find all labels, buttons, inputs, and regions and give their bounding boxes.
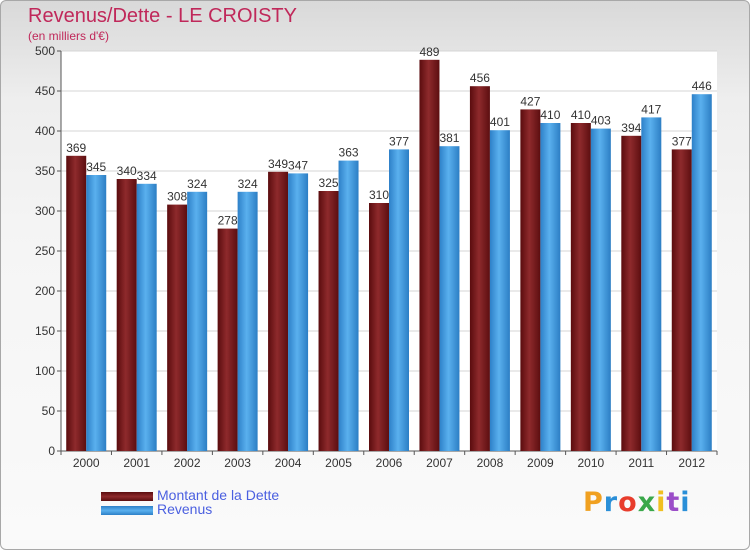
x-tick-label: 2001 xyxy=(123,456,150,470)
y-tick-label: 50 xyxy=(42,404,56,418)
data-label-revenus: 363 xyxy=(339,146,359,160)
legend-label-revenus: Revenus xyxy=(157,501,213,517)
bar-dette xyxy=(570,123,591,451)
chart-title: Revenus/Dette - LE CROISTY xyxy=(28,5,297,27)
data-label-revenus: 377 xyxy=(389,134,409,148)
y-tick-label: 400 xyxy=(35,124,55,138)
y-tick-label: 450 xyxy=(35,84,55,98)
bar-revenus xyxy=(187,191,208,452)
bar-dette xyxy=(469,86,490,451)
data-label-dette: 349 xyxy=(268,157,288,171)
bar-dette xyxy=(671,149,692,451)
y-tick-label: 0 xyxy=(48,444,55,458)
y-tick-label: 250 xyxy=(35,244,55,258)
data-label-revenus: 417 xyxy=(641,102,661,116)
x-tick-label: 2002 xyxy=(174,456,201,470)
proxiti-logo: Proxiti xyxy=(583,487,691,518)
data-label-revenus: 403 xyxy=(591,114,611,128)
data-label-dette: 308 xyxy=(167,190,187,204)
bar-revenus xyxy=(489,130,510,451)
y-tick-label: 350 xyxy=(35,164,55,178)
data-label-dette: 310 xyxy=(369,188,389,202)
data-label-revenus: 410 xyxy=(540,108,560,122)
data-label-revenus: 345 xyxy=(86,160,106,174)
x-tick-label: 2005 xyxy=(325,456,352,470)
data-label-revenus: 401 xyxy=(490,115,510,129)
x-tick-label: 2006 xyxy=(376,456,403,470)
bar-revenus xyxy=(540,123,561,451)
data-label-dette: 489 xyxy=(419,45,439,59)
data-label-revenus: 446 xyxy=(692,79,712,93)
y-tick-label: 300 xyxy=(35,204,55,218)
y-tick-label: 100 xyxy=(35,364,55,378)
data-label-revenus: 324 xyxy=(238,177,258,191)
bar-revenus xyxy=(136,183,157,452)
bar-dette xyxy=(167,204,188,451)
legend-label-dette: Montant de la Dette xyxy=(157,487,280,503)
bar-revenus xyxy=(288,173,309,451)
y-tick-label: 500 xyxy=(35,44,55,58)
logo-letter: i xyxy=(680,487,691,518)
bar-dette xyxy=(419,59,440,452)
x-tick-label: 2008 xyxy=(477,456,504,470)
bar-dette xyxy=(217,228,238,451)
logo-letter: i xyxy=(656,487,667,518)
data-label-dette: 394 xyxy=(621,121,641,135)
data-label-revenus: 347 xyxy=(288,158,308,172)
data-label-revenus: 324 xyxy=(187,177,207,191)
logo-letter: x xyxy=(637,487,657,518)
bar-revenus xyxy=(338,160,359,451)
data-label-dette: 410 xyxy=(571,108,591,122)
y-tick-label: 150 xyxy=(35,324,55,338)
data-label-revenus: 381 xyxy=(439,131,459,145)
chart-subtitle: (en milliers d'€) xyxy=(28,29,109,43)
x-tick-label: 2012 xyxy=(678,456,705,470)
bar-dette xyxy=(520,109,541,452)
x-tick-label: 2003 xyxy=(224,456,251,470)
bar-dette xyxy=(369,203,389,451)
x-tick-label: 2009 xyxy=(527,456,554,470)
bar-dette xyxy=(621,135,642,452)
bar-revenus xyxy=(439,146,460,451)
bar-revenus xyxy=(86,175,107,451)
bar-dette xyxy=(116,179,137,451)
x-tick-label: 2007 xyxy=(426,456,453,470)
logo-letter: o xyxy=(618,487,638,518)
data-label-dette: 369 xyxy=(66,141,86,155)
logo-letter: r xyxy=(603,487,619,518)
bar-revenus xyxy=(691,94,712,451)
logo-letter: P xyxy=(583,487,604,518)
logo-letter: t xyxy=(666,487,681,518)
bar-dette xyxy=(66,155,87,452)
bar-revenus xyxy=(389,149,409,451)
data-label-dette: 325 xyxy=(319,176,339,190)
x-tick-label: 2004 xyxy=(275,456,302,470)
data-label-dette: 377 xyxy=(672,134,692,148)
data-label-dette: 456 xyxy=(470,71,490,85)
y-tick-label: 200 xyxy=(35,284,55,298)
bar-revenus xyxy=(590,128,611,451)
data-label-dette: 278 xyxy=(218,214,238,228)
legend-swatch-dette xyxy=(101,492,153,501)
x-tick-label: 2000 xyxy=(73,456,100,470)
bar-revenus xyxy=(237,191,258,452)
data-label-revenus: 334 xyxy=(137,169,157,183)
data-label-dette: 340 xyxy=(117,164,137,178)
bar-revenus xyxy=(641,117,662,452)
x-tick-label: 2010 xyxy=(577,456,604,470)
data-label-dette: 427 xyxy=(520,94,540,108)
x-tick-label: 2011 xyxy=(628,456,654,470)
bar-dette xyxy=(268,171,289,452)
legend-swatch-revenus xyxy=(101,506,153,515)
bar-dette xyxy=(318,191,339,451)
